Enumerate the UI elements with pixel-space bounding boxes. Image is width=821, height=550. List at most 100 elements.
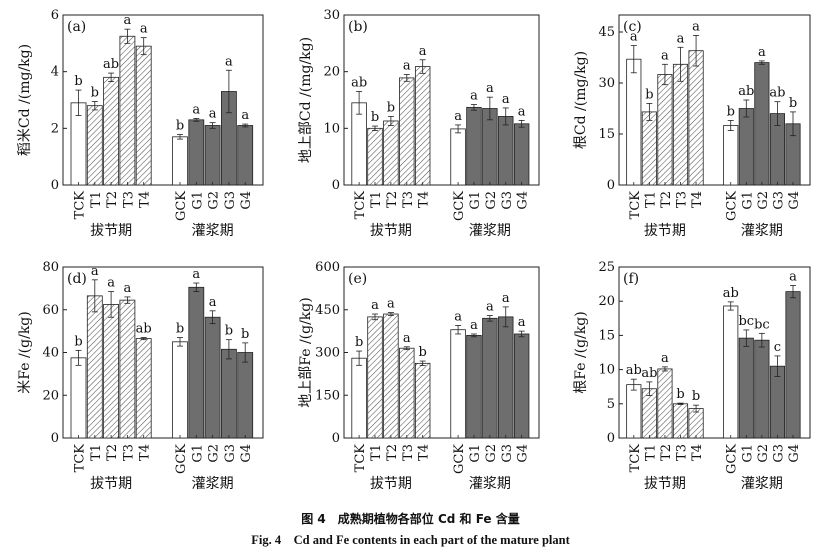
x-tick-label: G4 bbox=[516, 444, 531, 463]
x-tick-label: G1 bbox=[190, 444, 205, 463]
y-tick-label: 80 bbox=[42, 260, 59, 275]
x-tick-label: T3 bbox=[675, 191, 690, 208]
bar-g1 bbox=[188, 119, 205, 186]
y-axis-label: 根Cd /(mg/kg) bbox=[573, 51, 589, 149]
x-tick-label: T3 bbox=[121, 444, 136, 461]
x-tick-label: TCK bbox=[353, 444, 368, 473]
significance-letter: a bbox=[387, 297, 395, 312]
x-tick-label: GCK bbox=[452, 444, 467, 474]
significance-letter: ab bbox=[626, 363, 642, 378]
x-tick-label: G4 bbox=[516, 191, 531, 210]
x-tick-label: G4 bbox=[787, 191, 802, 210]
significance-letter: ab bbox=[769, 86, 785, 101]
bar-t3 bbox=[672, 403, 689, 439]
x-tick-label: TCK bbox=[73, 444, 88, 473]
x-tick-label: G1 bbox=[740, 191, 755, 210]
y-tick-label: 0 bbox=[332, 178, 340, 193]
bar-g2 bbox=[482, 317, 498, 439]
x-tick-label: GCK bbox=[174, 444, 189, 474]
significance-letter: a bbox=[107, 276, 115, 291]
x-tick-label: T3 bbox=[401, 444, 416, 461]
x-tick-label: G1 bbox=[468, 444, 483, 463]
chart-panel-a: 0 2 4 6 稻米Cd /(mg/kg) (a) b TCK b T1 ab T2 a T3 a T4 b GC… bbox=[17, 8, 264, 239]
caption-english: Fig. 4 Cd and Fe contents in each part o… bbox=[251, 533, 570, 547]
significance-letter: a bbox=[403, 59, 411, 74]
bar-gck bbox=[723, 125, 739, 186]
group-label-filling: 灌浆期 bbox=[741, 476, 783, 492]
group-label-jointing: 拔节期 bbox=[90, 476, 132, 492]
x-tick-label: G3 bbox=[500, 191, 515, 210]
x-tick-label: G2 bbox=[756, 444, 771, 463]
x-tick-label: T2 bbox=[105, 191, 120, 208]
y-tick-label: 40 bbox=[42, 346, 59, 361]
y-tick-label: 0 bbox=[332, 431, 340, 446]
bar-t3 bbox=[119, 35, 136, 186]
significance-letter: a bbox=[661, 48, 669, 63]
significance-letter: a bbox=[192, 102, 200, 117]
x-tick-label: G1 bbox=[468, 191, 483, 210]
x-tick-label: G3 bbox=[500, 444, 515, 463]
bar-gck bbox=[172, 341, 188, 439]
x-tick-label: T4 bbox=[690, 191, 705, 208]
bar-t3 bbox=[399, 347, 415, 439]
significance-letter: b bbox=[419, 345, 427, 360]
y-tick-label: 30 bbox=[323, 8, 340, 23]
y-tick-label: 6 bbox=[51, 8, 59, 23]
y-tick-label: 0 bbox=[607, 178, 615, 193]
significance-letter: b bbox=[355, 335, 363, 350]
bar-t1 bbox=[367, 316, 383, 439]
panel-label: (c) bbox=[623, 19, 642, 35]
x-tick-label: T4 bbox=[690, 444, 705, 461]
bar-g2 bbox=[204, 316, 221, 439]
x-tick-label: T1 bbox=[369, 191, 384, 208]
significance-letter: ab bbox=[723, 286, 739, 301]
significance-letter: b bbox=[387, 100, 395, 115]
significance-letter: bc bbox=[754, 317, 770, 332]
bar-t1 bbox=[641, 388, 657, 439]
plot-frame bbox=[62, 14, 264, 186]
y-tick-label: 4 bbox=[51, 65, 59, 80]
group-label-jointing: 拔节期 bbox=[90, 223, 132, 239]
bar-gck bbox=[450, 128, 466, 186]
chart-panel-b: 0 10 20 30 地上部Cd /(mg/kg) (b) ab TCK b T1 b T2 a T3 a T… bbox=[298, 8, 540, 239]
panel-label: (f) bbox=[623, 271, 639, 287]
bar-g1 bbox=[738, 337, 754, 439]
bar-g3 bbox=[220, 348, 237, 439]
x-tick-label: G2 bbox=[484, 444, 499, 463]
y-axis-label: 地上部Cd /(mg/kg) bbox=[298, 37, 314, 163]
significance-letter: a bbox=[124, 281, 132, 296]
significance-letter: ab bbox=[103, 57, 119, 72]
significance-letter: a bbox=[140, 22, 148, 37]
y-tick-label: 5 bbox=[607, 397, 615, 412]
significance-letter: a bbox=[758, 45, 766, 60]
y-tick-label: 0 bbox=[51, 431, 59, 446]
y-tick-label: 2 bbox=[51, 121, 59, 136]
chart-panel-e: 0 150 300 450 600 地上部Fe /(g/kg) (e) b TCK a T1 a T2 a… bbox=[298, 260, 540, 492]
significance-letter: a bbox=[692, 19, 700, 34]
bar-g4 bbox=[237, 352, 254, 439]
bar-g2 bbox=[204, 125, 221, 186]
x-tick-label: T3 bbox=[401, 191, 416, 208]
group-label-jointing: 拔节期 bbox=[370, 476, 412, 492]
x-tick-label: GCK bbox=[174, 191, 189, 221]
x-tick-label: GCK bbox=[725, 444, 740, 474]
bar-g3 bbox=[498, 116, 514, 186]
y-axis-label: 地上部Fe /(g/kg) bbox=[298, 297, 314, 407]
bar-t4 bbox=[414, 362, 431, 439]
bar-t2 bbox=[657, 368, 673, 439]
significance-letter: a bbox=[209, 107, 217, 122]
plot-frame bbox=[343, 14, 540, 186]
group-label-filling: 灌浆期 bbox=[192, 223, 234, 239]
bar-g2 bbox=[754, 339, 770, 439]
significance-letter: b bbox=[91, 85, 99, 100]
significance-letter: a bbox=[419, 44, 427, 59]
bar-g4 bbox=[513, 123, 530, 186]
y-tick-label: 450 bbox=[315, 303, 340, 318]
significance-letter: b bbox=[645, 87, 653, 102]
y-tick-label: 60 bbox=[42, 303, 59, 318]
y-tick-label: 20 bbox=[42, 388, 59, 403]
bar-t2 bbox=[103, 304, 119, 439]
x-tick-label: T2 bbox=[659, 444, 674, 461]
